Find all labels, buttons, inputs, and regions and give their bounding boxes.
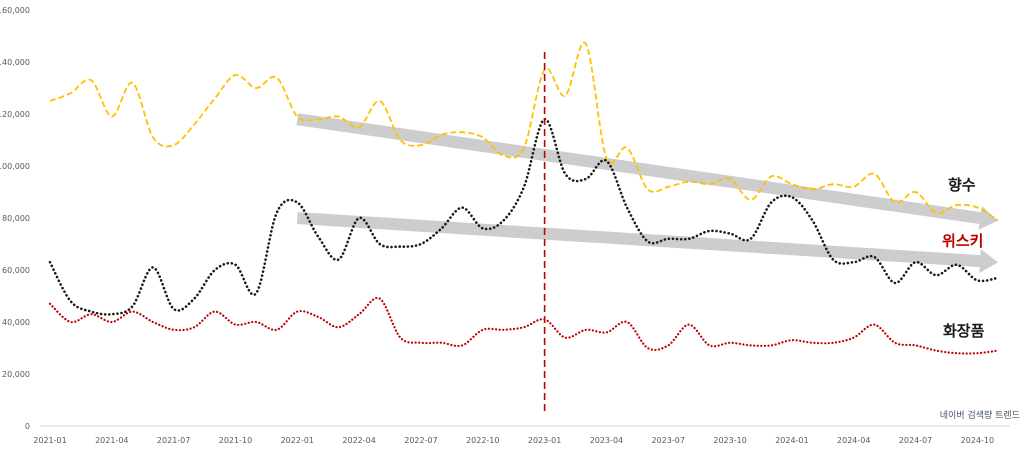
x-axis: 2021-01 2021-04 2021-07 2021-10 2022-01 2022-… bbox=[33, 425, 1010, 445]
y-tick-label: 100,000 bbox=[0, 162, 30, 171]
x-tick-label: 2021-01 bbox=[33, 436, 66, 445]
label-cosmetics: 화장품 bbox=[943, 322, 985, 340]
x-tick-label: 2022-04 bbox=[342, 436, 375, 445]
y-tick-label: 40,000 bbox=[2, 318, 30, 327]
x-tick-label: 2024-01 bbox=[775, 436, 808, 445]
y-tick-label: 120,000 bbox=[0, 110, 30, 119]
x-tick-label: 2024-10 bbox=[961, 436, 994, 445]
y-tick-label: 0 bbox=[25, 422, 30, 431]
x-tick-label: 2021-04 bbox=[95, 436, 128, 445]
series-line-perfume bbox=[49, 41, 999, 222]
x-tick-label: 2023-04 bbox=[590, 436, 623, 445]
y-tick-label: 140,000 bbox=[0, 58, 30, 67]
x-tick-label: 2022-07 bbox=[404, 436, 437, 445]
y-tick-label: 160,000 bbox=[0, 6, 30, 15]
y-axis: 0 20,000 40,000 60,000 80,000 100,000 120,000 1… bbox=[0, 6, 30, 431]
trend-arrows bbox=[296, 113, 998, 273]
series-lines bbox=[48, 41, 1000, 355]
series-line-cosmetics bbox=[48, 296, 1000, 355]
trend-arrow bbox=[296, 113, 998, 230]
y-tick-label: 80,000 bbox=[2, 214, 30, 223]
x-tick-label: 2023-07 bbox=[652, 436, 685, 445]
x-tick-label: 2024-07 bbox=[899, 436, 932, 445]
x-tick-label: 2024-04 bbox=[837, 436, 870, 445]
series-line-whisky bbox=[48, 117, 1000, 316]
x-tick-label: 2021-07 bbox=[157, 436, 190, 445]
x-tick-label: 2023-01 bbox=[528, 436, 561, 445]
x-tick-label: 2023-10 bbox=[713, 436, 746, 445]
trend-arrow bbox=[296, 212, 998, 273]
y-tick-label: 60,000 bbox=[2, 266, 30, 275]
x-tick-label: 2022-10 bbox=[466, 436, 499, 445]
label-whisky: 위스키 bbox=[942, 232, 983, 250]
x-tick-label: 2021-10 bbox=[219, 436, 252, 445]
source-note: 네이버 검색량 트렌드 bbox=[940, 409, 1020, 421]
label-perfume: 향수 bbox=[948, 176, 976, 194]
y-tick-label: 20,000 bbox=[2, 370, 30, 379]
x-tick-label: 2022-01 bbox=[281, 436, 314, 445]
